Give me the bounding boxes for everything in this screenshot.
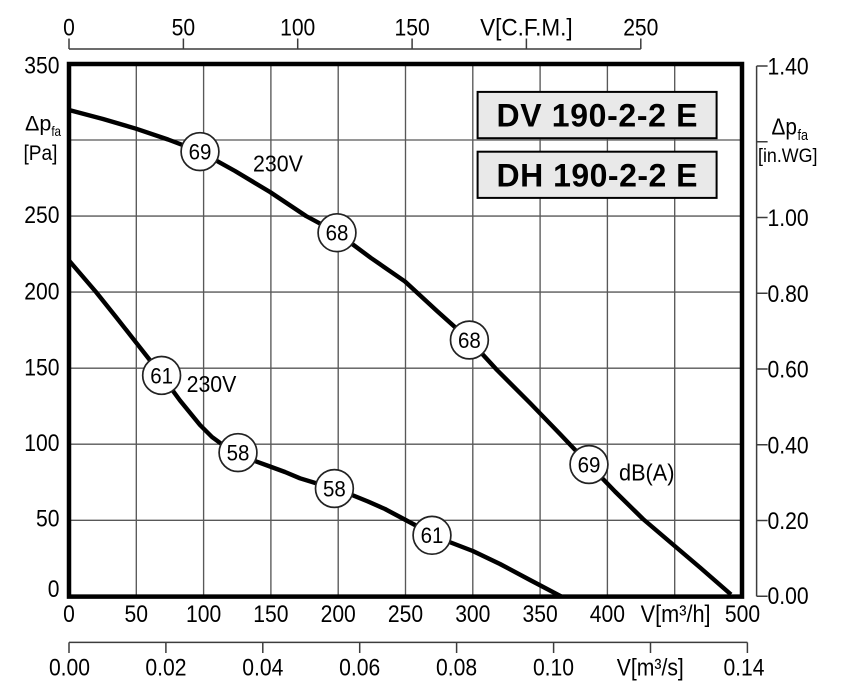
- svg-text:0.08: 0.08: [436, 655, 477, 682]
- svg-text:500: 500: [725, 601, 760, 628]
- svg-text:200: 200: [321, 601, 356, 628]
- svg-text:fa: fa: [798, 127, 809, 144]
- svg-text:69: 69: [189, 140, 212, 165]
- svg-text:150: 150: [395, 15, 430, 42]
- svg-text:0.10: 0.10: [533, 655, 574, 682]
- svg-text:0.60: 0.60: [768, 357, 809, 384]
- svg-text:1.40: 1.40: [768, 54, 809, 81]
- svg-text:230V: 230V: [187, 371, 237, 397]
- svg-text:0.00: 0.00: [49, 655, 90, 682]
- svg-text:0.00: 0.00: [768, 583, 809, 610]
- svg-text:250: 250: [623, 15, 658, 42]
- svg-text:68: 68: [458, 328, 481, 353]
- svg-text:V[m³/h]: V[m³/h]: [641, 601, 711, 628]
- svg-text:50: 50: [36, 506, 60, 533]
- svg-text:Δp: Δp: [772, 114, 797, 140]
- svg-text:0.02: 0.02: [145, 655, 186, 682]
- svg-text:50: 50: [125, 601, 149, 628]
- svg-text:[in.WG]: [in.WG]: [758, 146, 818, 167]
- svg-text:DH 190-2-2 E: DH 190-2-2 E: [497, 157, 698, 193]
- svg-text:0.06: 0.06: [339, 655, 380, 682]
- svg-text:1.00: 1.00: [768, 205, 809, 232]
- svg-text:100: 100: [186, 601, 221, 628]
- svg-text:58: 58: [227, 441, 250, 466]
- svg-text:0.14: 0.14: [723, 655, 764, 682]
- svg-text:150: 150: [24, 355, 59, 382]
- svg-text:61: 61: [421, 523, 444, 548]
- svg-text:0.80: 0.80: [768, 281, 809, 308]
- svg-text:0: 0: [48, 576, 60, 603]
- svg-text:350: 350: [24, 53, 59, 80]
- svg-text:0.20: 0.20: [768, 508, 809, 535]
- svg-text:100: 100: [280, 15, 315, 42]
- svg-text:0.40: 0.40: [768, 432, 809, 459]
- svg-text:200: 200: [24, 279, 59, 306]
- svg-text:150: 150: [253, 601, 288, 628]
- svg-text:DV 190-2-2 E: DV 190-2-2 E: [497, 98, 698, 134]
- svg-text:58: 58: [323, 476, 346, 501]
- svg-text:250: 250: [388, 601, 423, 628]
- svg-text:V[m³/s]: V[m³/s]: [617, 655, 684, 682]
- svg-text:69: 69: [578, 452, 601, 477]
- svg-text:0: 0: [63, 15, 75, 42]
- svg-text:50: 50: [172, 15, 196, 42]
- svg-text:250: 250: [24, 202, 59, 229]
- svg-text:V[C.F.M.]: V[C.F.M.]: [480, 15, 573, 42]
- svg-text:300: 300: [455, 601, 490, 628]
- svg-text:[Pa]: [Pa]: [24, 142, 58, 165]
- svg-text:61: 61: [150, 363, 173, 388]
- svg-text:0: 0: [63, 601, 75, 628]
- svg-text:230V: 230V: [253, 150, 303, 176]
- svg-text:dB(A): dB(A): [619, 459, 675, 485]
- svg-text:400: 400: [590, 601, 625, 628]
- svg-text:100: 100: [24, 430, 59, 457]
- svg-text:350: 350: [523, 601, 558, 628]
- svg-text:0.04: 0.04: [242, 655, 283, 682]
- svg-text:68: 68: [326, 221, 349, 246]
